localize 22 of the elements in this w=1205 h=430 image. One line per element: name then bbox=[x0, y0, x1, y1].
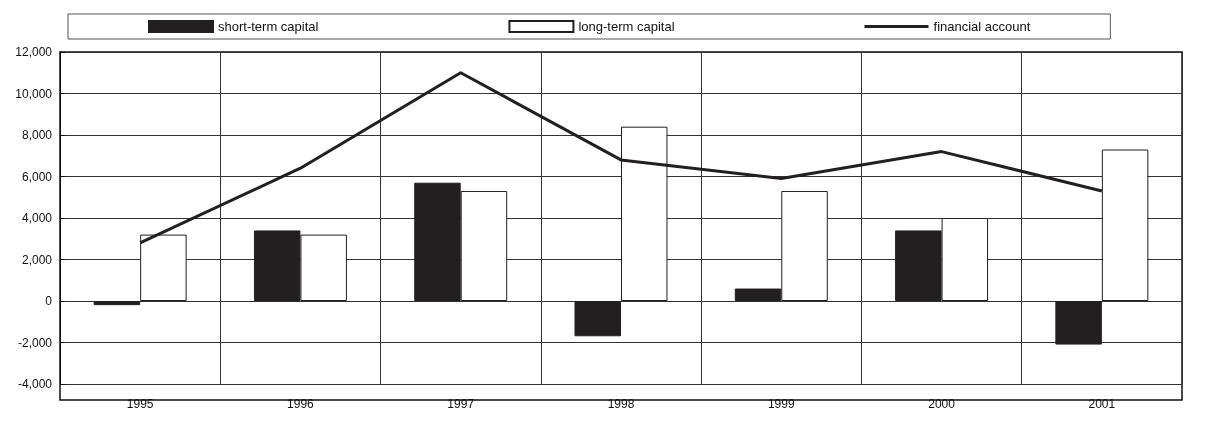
legend-label: long-term capital bbox=[578, 19, 675, 34]
y-tick-label: -2,000 bbox=[17, 335, 53, 350]
y-tick-label: 8,000 bbox=[21, 128, 53, 142]
x-tick-label: 1996 bbox=[287, 397, 315, 411]
y-tick-label: 6,000 bbox=[21, 169, 53, 184]
x-tick-label: 1995 bbox=[126, 397, 154, 411]
x-tick-label: 1998 bbox=[607, 397, 635, 411]
x-tick-label: 2001 bbox=[1088, 397, 1116, 411]
bar bbox=[574, 301, 621, 337]
bar bbox=[1055, 301, 1102, 345]
x-tick-label: 1997 bbox=[447, 397, 475, 411]
y-tick-label: -4,000 bbox=[17, 377, 53, 391]
x-tick-label: 2000 bbox=[928, 397, 956, 411]
y-tick-label: 0 bbox=[45, 294, 53, 308]
y-tick-label: 2,000 bbox=[21, 252, 53, 267]
y-tick-label: 12,000 bbox=[15, 45, 53, 59]
legend-label: financial account bbox=[933, 19, 1031, 34]
bar bbox=[93, 301, 141, 306]
legend-label: short-term capital bbox=[218, 19, 319, 34]
y-tick-label: 10,000 bbox=[15, 86, 53, 101]
y-tick-label: 4,000 bbox=[21, 211, 53, 225]
x-tick-label: 1999 bbox=[767, 397, 795, 411]
